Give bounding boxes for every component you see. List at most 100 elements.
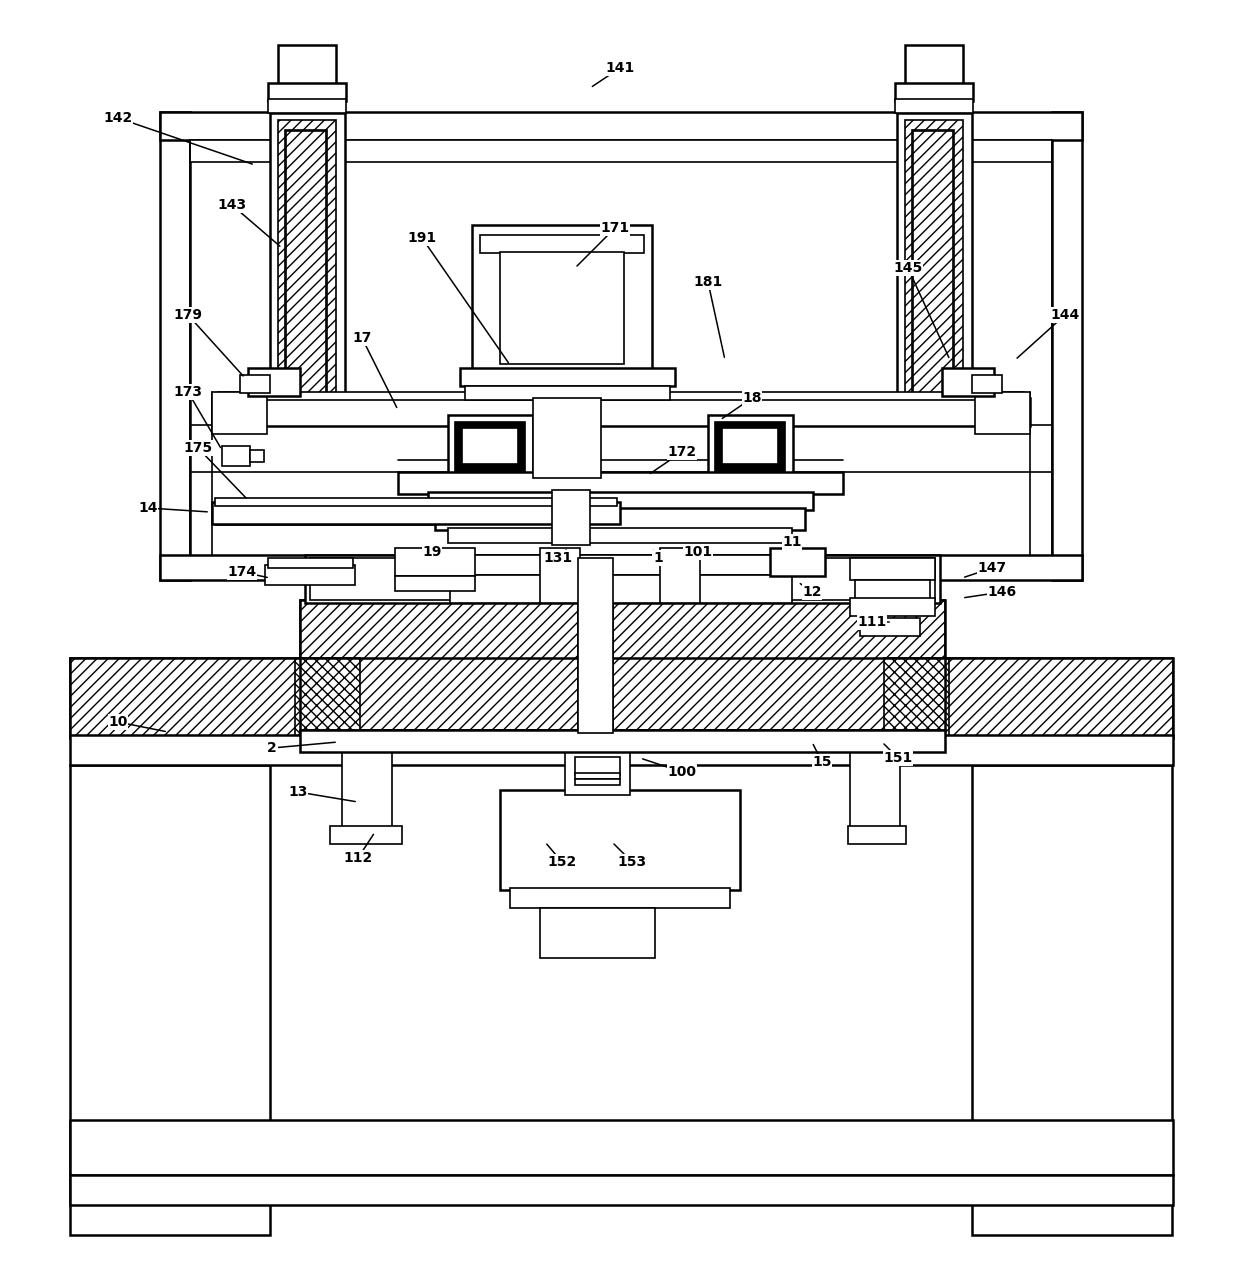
Bar xyxy=(715,422,785,471)
Text: 111: 111 xyxy=(857,616,887,629)
Bar xyxy=(396,576,475,592)
Bar xyxy=(849,598,935,616)
Bar xyxy=(160,112,190,580)
Bar xyxy=(295,659,360,738)
Bar xyxy=(450,575,792,603)
Bar xyxy=(942,368,994,396)
Bar xyxy=(330,825,402,844)
Bar xyxy=(888,659,1173,738)
Bar xyxy=(160,555,1083,580)
Text: 171: 171 xyxy=(600,221,630,235)
Bar xyxy=(69,1176,1173,1205)
Bar xyxy=(849,739,900,830)
Bar xyxy=(222,446,250,466)
Text: 144: 144 xyxy=(1050,308,1080,322)
Bar xyxy=(792,555,847,603)
Bar xyxy=(552,490,590,545)
Bar xyxy=(212,392,267,434)
Bar xyxy=(465,386,670,399)
Text: 131: 131 xyxy=(543,551,573,565)
Bar xyxy=(300,731,945,752)
Bar xyxy=(884,659,949,738)
Bar xyxy=(660,549,701,603)
Text: 147: 147 xyxy=(977,561,1007,575)
Bar xyxy=(575,757,620,775)
Bar xyxy=(565,739,630,795)
Bar xyxy=(575,774,620,779)
Bar xyxy=(268,99,346,112)
Bar xyxy=(396,549,475,576)
Bar xyxy=(448,528,792,544)
Bar xyxy=(300,600,945,731)
Text: 19: 19 xyxy=(423,545,441,559)
Bar xyxy=(398,471,843,494)
Text: 151: 151 xyxy=(883,751,913,765)
Bar xyxy=(435,508,805,530)
Bar xyxy=(480,235,644,253)
Text: 100: 100 xyxy=(667,765,697,779)
Bar xyxy=(218,392,1024,399)
Bar xyxy=(160,112,1083,140)
Text: 146: 146 xyxy=(987,585,1017,599)
Bar xyxy=(913,131,954,399)
Bar xyxy=(848,825,906,844)
Bar xyxy=(1052,112,1083,580)
Bar xyxy=(190,140,1052,162)
Bar xyxy=(538,370,593,402)
Bar xyxy=(69,734,1173,765)
Bar xyxy=(265,565,355,585)
Bar xyxy=(770,549,825,576)
Text: 13: 13 xyxy=(289,785,308,799)
Text: 142: 142 xyxy=(103,111,133,125)
Text: 18: 18 xyxy=(743,391,761,404)
Bar xyxy=(472,225,652,373)
Bar xyxy=(212,398,1030,426)
Bar xyxy=(510,889,730,908)
Bar xyxy=(972,375,1002,393)
Bar xyxy=(539,908,655,958)
Bar xyxy=(69,765,270,1235)
Text: 191: 191 xyxy=(408,231,436,245)
Bar xyxy=(300,600,945,731)
Bar xyxy=(500,252,624,364)
Bar xyxy=(396,555,450,603)
Bar xyxy=(895,83,973,101)
Bar xyxy=(972,765,1172,1235)
Bar xyxy=(278,46,336,87)
Text: 172: 172 xyxy=(667,445,697,459)
Bar xyxy=(708,415,794,477)
Text: 112: 112 xyxy=(343,851,373,865)
Bar xyxy=(905,120,963,415)
Bar xyxy=(578,733,613,769)
Bar xyxy=(905,46,963,87)
Text: 174: 174 xyxy=(227,565,257,579)
Bar xyxy=(722,428,777,464)
Bar xyxy=(450,555,792,575)
Bar xyxy=(305,555,940,603)
Bar xyxy=(241,375,270,393)
Text: 1: 1 xyxy=(653,551,663,565)
Bar xyxy=(250,450,264,463)
Bar xyxy=(215,498,618,506)
Bar xyxy=(285,130,327,399)
Text: 179: 179 xyxy=(174,308,202,322)
Text: 2: 2 xyxy=(267,741,277,755)
Text: 141: 141 xyxy=(605,61,635,75)
Bar xyxy=(212,502,620,525)
Bar xyxy=(578,557,613,733)
Bar xyxy=(69,659,1173,738)
Text: 101: 101 xyxy=(683,545,713,559)
Bar xyxy=(268,83,346,101)
Bar xyxy=(463,428,518,464)
Text: 14: 14 xyxy=(138,501,157,514)
Bar xyxy=(895,99,973,112)
Bar xyxy=(849,557,935,580)
Bar xyxy=(448,415,533,477)
Bar xyxy=(69,659,355,738)
Text: 15: 15 xyxy=(812,755,832,769)
Bar xyxy=(342,739,392,830)
Bar xyxy=(268,557,353,568)
Bar xyxy=(533,398,601,478)
Text: 153: 153 xyxy=(618,854,646,870)
Bar xyxy=(460,368,675,386)
